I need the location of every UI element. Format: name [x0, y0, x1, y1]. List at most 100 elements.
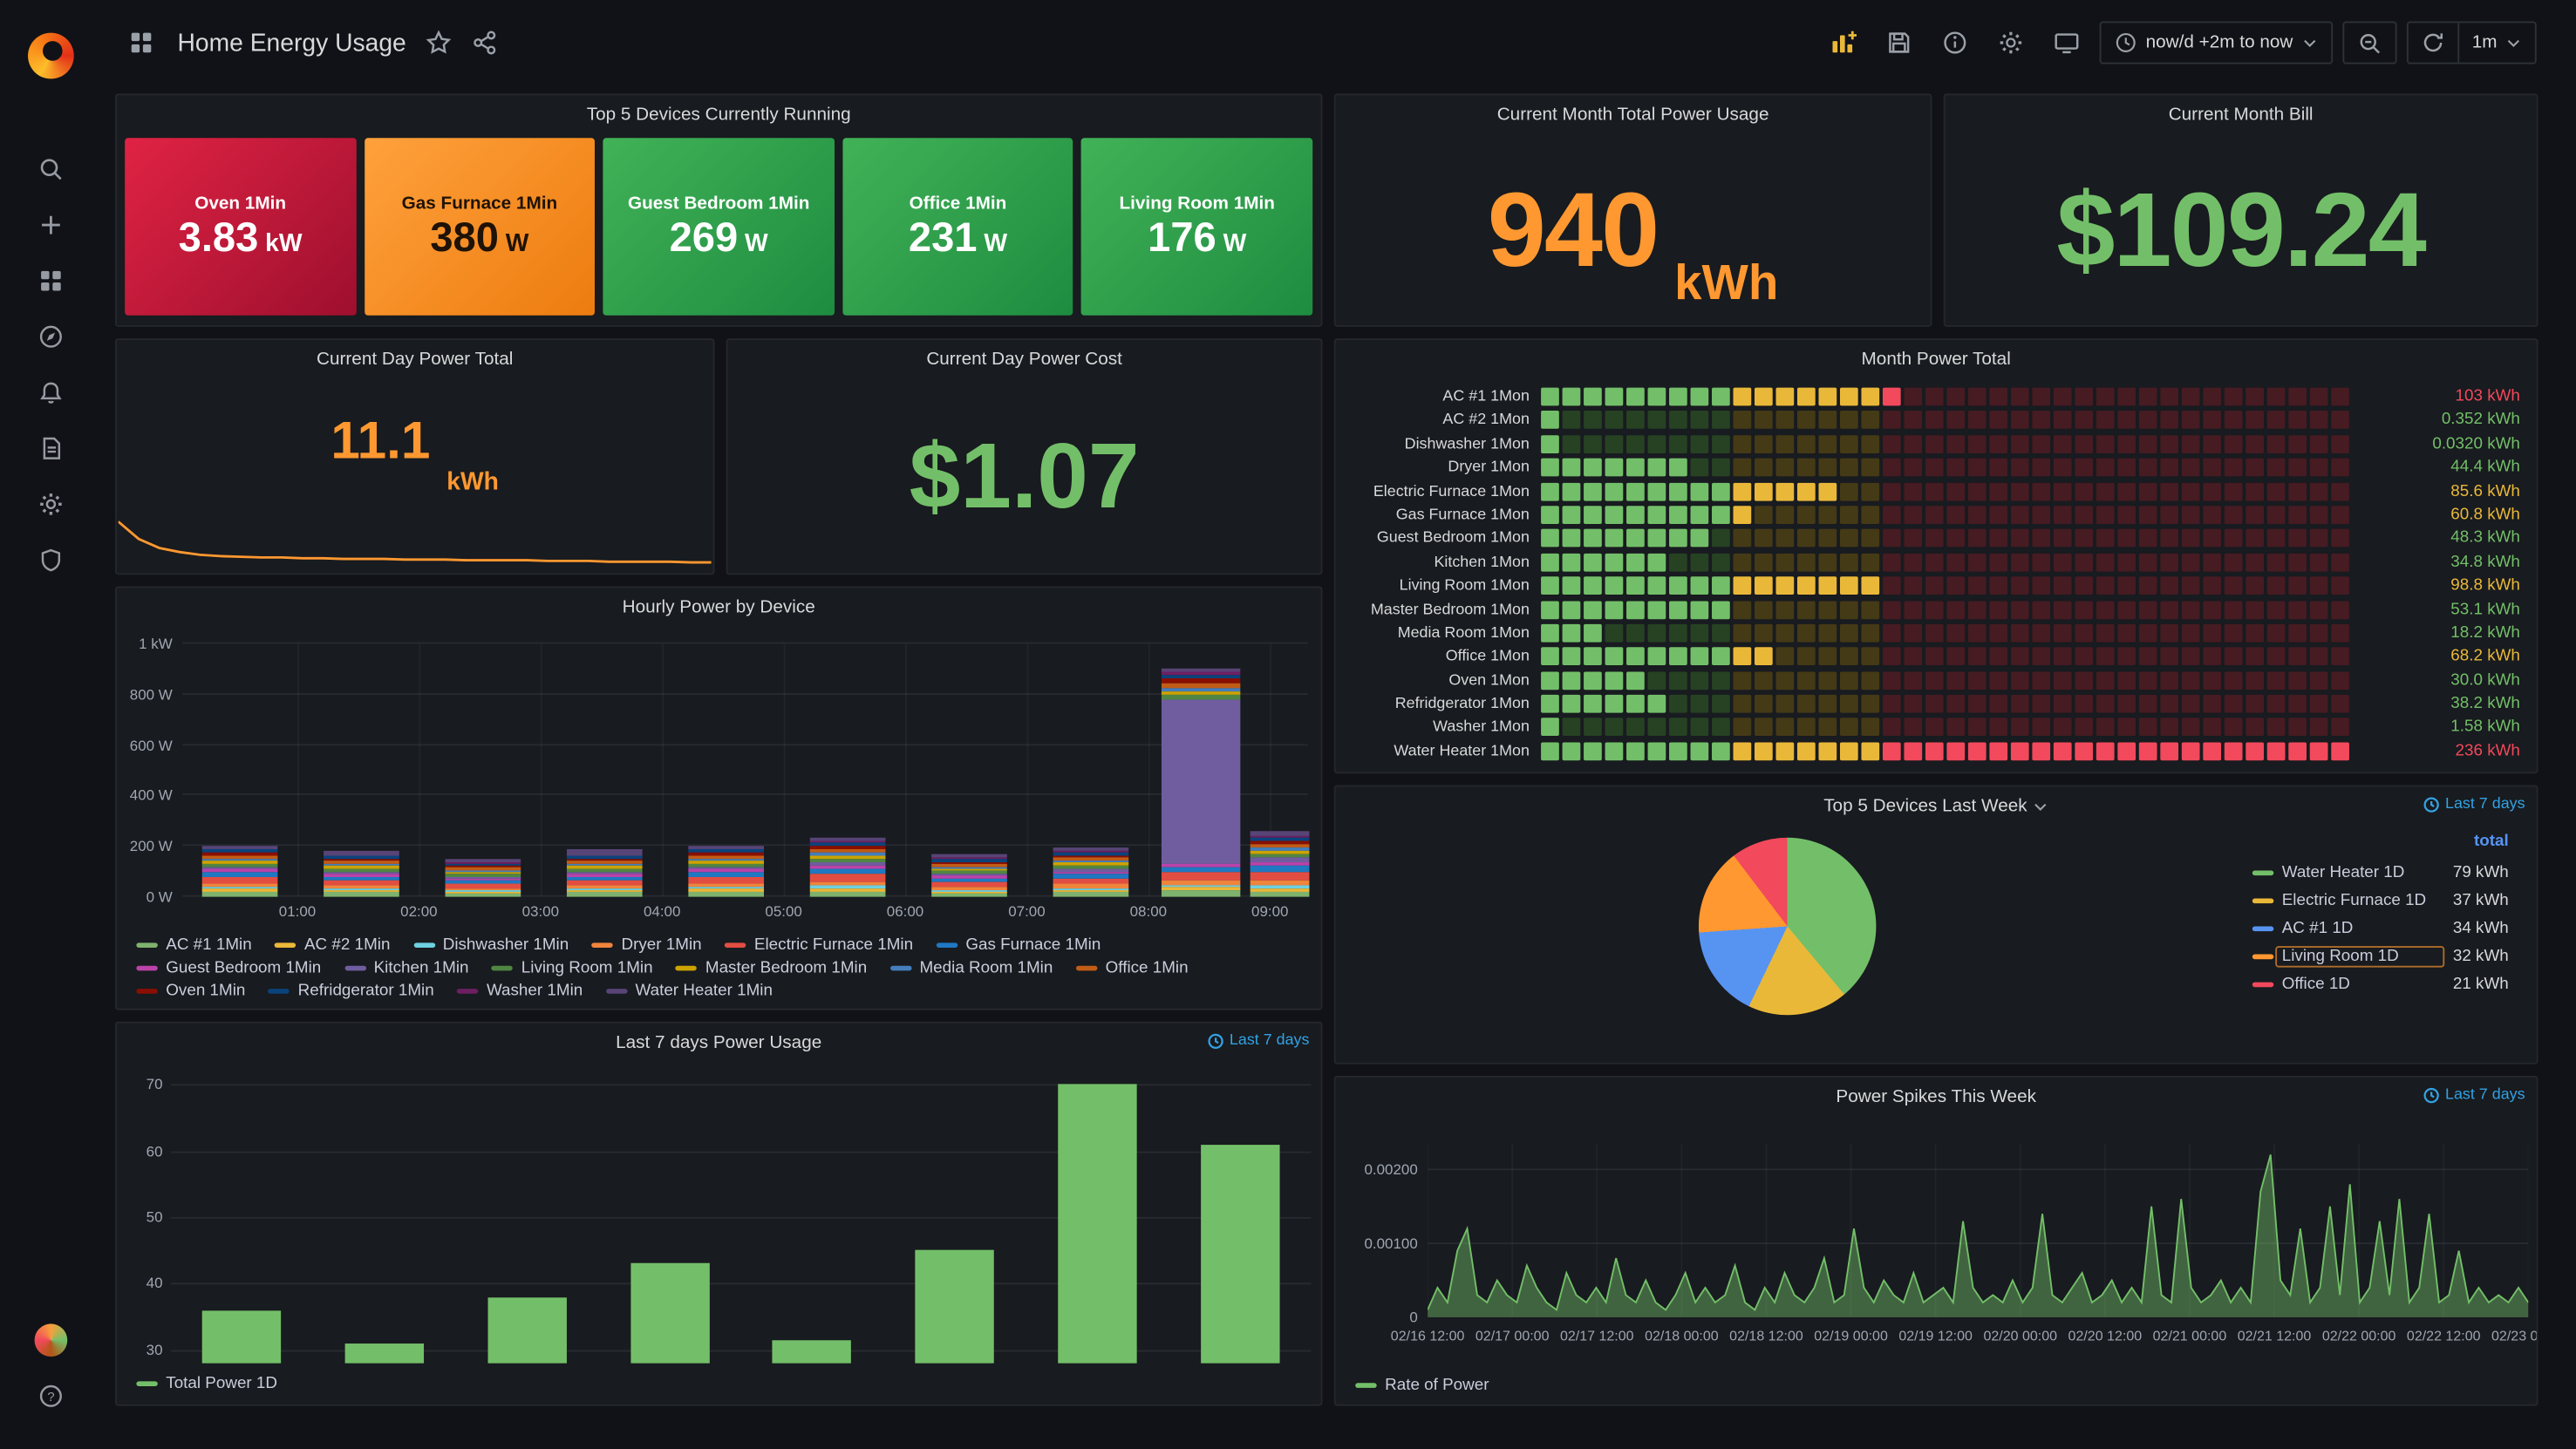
legend-item[interactable]: Rate of Power — [1355, 1377, 1489, 1394]
panel-title[interactable]: Top 5 Devices Currently Running — [586, 105, 851, 126]
bar[interactable] — [1058, 1084, 1137, 1364]
cycle-view-monitor-icon[interactable] — [2044, 21, 2090, 64]
legend-item[interactable]: Dishwasher 1Min — [412, 936, 569, 955]
bar[interactable] — [1200, 1144, 1279, 1364]
legend-item[interactable]: AC #1 1Min — [136, 936, 252, 955]
gauge-row[interactable]: Dishwasher 1Mon 0.0320 kWh — [1352, 433, 2520, 454]
stacked-bar[interactable] — [1053, 847, 1129, 897]
gauge-row[interactable]: Kitchen 1Mon 34.8 kWh — [1352, 551, 2520, 572]
stacked-bar[interactable] — [324, 850, 399, 897]
stat-tile[interactable]: Living Room 1Min 176 W — [1081, 138, 1313, 316]
bar[interactable] — [630, 1263, 710, 1364]
dashboards-icon[interactable] — [37, 268, 64, 294]
dashboard-settings-gear-icon[interactable] — [1988, 21, 2034, 64]
stacked-bar[interactable] — [688, 845, 765, 897]
legend-item[interactable]: Total Power 1D — [136, 1375, 277, 1393]
stacked-bar[interactable] — [566, 848, 643, 897]
legend-item[interactable]: AC #2 1Min — [275, 936, 390, 955]
panel-title[interactable]: Current Day Power Cost — [926, 350, 1122, 370]
panel-title[interactable]: Current Month Total Power Usage — [1496, 105, 1769, 126]
refresh-button[interactable] — [2408, 23, 2457, 62]
legend-item[interactable]: Dryer 1Min — [591, 936, 702, 955]
gauge-row[interactable]: AC #2 1Mon 0.352 kWh — [1352, 410, 2520, 431]
pie-chart[interactable] — [1698, 837, 1877, 1016]
panel-title[interactable]: Current Month Bill — [2168, 105, 2314, 126]
bar[interactable] — [487, 1296, 567, 1364]
time-override-link[interactable]: Last 7 days — [2424, 795, 2525, 813]
gauge-row[interactable]: Oven 1Mon 30.0 kWh — [1352, 670, 2520, 690]
stacked-bar[interactable] — [1161, 668, 1241, 897]
bar[interactable] — [344, 1343, 425, 1364]
chevron-down-icon[interactable] — [2032, 799, 2048, 815]
dashboard-insights-icon[interactable] — [1932, 21, 1979, 64]
gauge-row[interactable]: Electric Furnace 1Mon 85.6 kWh — [1352, 480, 2520, 501]
stacked-bar[interactable] — [201, 845, 278, 897]
zoom-out-button[interactable] — [2341, 21, 2397, 65]
create-plus-icon[interactable] — [37, 212, 64, 238]
legend-item[interactable]: Guest Bedroom 1Min — [136, 959, 321, 977]
bar[interactable] — [773, 1339, 852, 1364]
bar[interactable] — [915, 1250, 994, 1364]
legend-item[interactable]: Electric Furnace 1Min — [725, 936, 913, 955]
legend-item[interactable]: Kitchen 1Min — [344, 959, 469, 977]
legend-item[interactable]: Office 1D 21 kWh — [2252, 970, 2509, 998]
gauge-row[interactable]: Master Bedroom 1Mon 53.1 kWh — [1352, 599, 2520, 620]
legend-item[interactable]: Living Room 1D 32 kWh — [2252, 942, 2509, 970]
docs-file-icon[interactable] — [37, 435, 64, 461]
panel-title[interactable]: Last 7 days Power Usage — [616, 1032, 822, 1053]
legend-item[interactable]: Refridgerator 1Min — [268, 983, 434, 1000]
legend-item[interactable]: Office 1Min — [1075, 959, 1189, 977]
legend-total-header[interactable]: total — [2473, 833, 2509, 851]
legend-item[interactable]: Washer 1Min — [457, 983, 583, 1000]
panel-title[interactable]: Hourly Power by Device — [622, 597, 815, 618]
stat-tile[interactable]: Gas Furnace 1Min 380 W — [364, 138, 596, 316]
gauge-row[interactable]: AC #1 1Mon 103 kWh — [1352, 386, 2520, 407]
stacked-bar[interactable] — [1250, 831, 1310, 897]
panel-title[interactable]: Power Spikes This Week — [1836, 1087, 2036, 1107]
legend-item[interactable]: AC #1 1D 34 kWh — [2252, 915, 2509, 942]
search-icon[interactable] — [37, 156, 64, 182]
gauge-row[interactable]: Dryer 1Mon 44.4 kWh — [1352, 457, 2520, 478]
admin-shield-icon[interactable] — [37, 547, 64, 573]
time-override-link[interactable]: Last 7 days — [1208, 1031, 1309, 1050]
legend-item[interactable]: Oven 1Min — [136, 983, 245, 1000]
grafana-logo-icon[interactable] — [28, 32, 74, 79]
alerting-bell-icon[interactable] — [37, 379, 64, 405]
add-panel-button[interactable] — [1821, 21, 1867, 64]
explore-compass-icon[interactable] — [37, 323, 64, 350]
stat-tile[interactable]: Guest Bedroom 1Min 269 W — [603, 138, 835, 316]
help-icon[interactable]: ? — [37, 1383, 64, 1409]
gauge-row[interactable]: Washer 1Mon 1.58 kWh — [1352, 717, 2520, 738]
refresh-interval-button[interactable]: 1m — [2457, 23, 2535, 63]
panel-title[interactable]: Month Power Total — [1861, 350, 2011, 370]
legend-item[interactable]: Living Room 1Min — [491, 959, 653, 977]
legend-item[interactable]: Water Heater 1Min — [605, 983, 773, 1000]
gauge-row[interactable]: Gas Furnace 1Mon 60.8 kWh — [1352, 504, 2520, 525]
legend-item[interactable]: Electric Furnace 1D 37 kWh — [2252, 887, 2509, 915]
legend-item[interactable]: Gas Furnace 1Min — [936, 936, 1101, 955]
share-icon[interactable] — [472, 30, 498, 56]
settings-gear-icon[interactable] — [37, 491, 64, 517]
stacked-bar[interactable] — [445, 860, 521, 897]
legend-item[interactable]: Water Heater 1D 79 kWh — [2252, 859, 2509, 887]
user-avatar[interactable] — [34, 1323, 68, 1357]
gauge-row[interactable]: Refridgerator 1Mon 38.2 kWh — [1352, 693, 2520, 714]
time-override-link[interactable]: Last 7 days — [2424, 1085, 2525, 1104]
stat-tile[interactable]: Office 1Min 231 W — [842, 138, 1073, 316]
star-icon[interactable] — [426, 30, 452, 56]
legend-item[interactable]: Media Room 1Min — [889, 959, 1053, 977]
panel-title[interactable]: Top 5 Devices Last Week — [1823, 796, 2027, 817]
panel-title[interactable]: Current Day Power Total — [317, 350, 514, 370]
gauge-row[interactable]: Office 1Mon 68.2 kWh — [1352, 646, 2520, 667]
save-dashboard-button[interactable] — [1877, 21, 1923, 64]
bar[interactable] — [202, 1310, 282, 1364]
gauge-row[interactable]: Water Heater 1Mon 236 kWh — [1352, 740, 2520, 761]
gauge-row[interactable]: Living Room 1Mon 98.8 kWh — [1352, 575, 2520, 596]
legend-item[interactable]: Master Bedroom 1Min — [675, 959, 867, 977]
dashboard-title[interactable]: Home Energy Usage — [177, 28, 406, 57]
stacked-bar[interactable] — [931, 854, 1007, 897]
gauge-row[interactable]: Media Room 1Mon 18.2 kWh — [1352, 622, 2520, 643]
stacked-bar[interactable] — [809, 837, 886, 897]
stat-tile[interactable]: Oven 1Min 3.83 kW — [125, 138, 357, 316]
gauge-row[interactable]: Guest Bedroom 1Mon 48.3 kWh — [1352, 527, 2520, 548]
